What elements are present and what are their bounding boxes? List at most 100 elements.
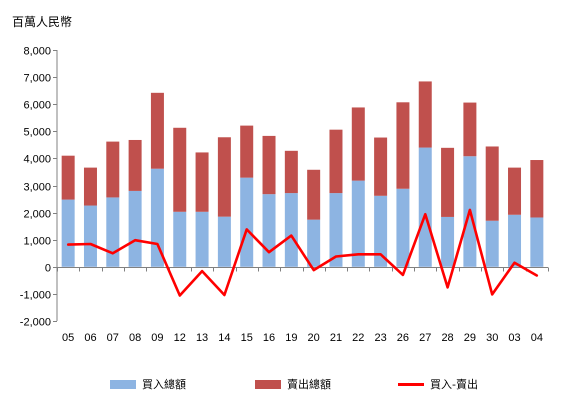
bar-sell — [195, 152, 209, 212]
legend-label-buy: 買入總額 — [142, 378, 186, 391]
net-point — [201, 270, 203, 272]
bar-sell — [530, 160, 544, 218]
x-tick-label: 05 — [62, 332, 74, 344]
net-point — [469, 209, 471, 211]
bar-buy — [329, 193, 343, 267]
bar-buy — [195, 211, 209, 267]
x-tick-label: 08 — [129, 332, 141, 344]
bar-sell — [173, 127, 187, 212]
bar-buy — [284, 193, 298, 267]
bar-buy — [240, 177, 254, 267]
x-tick-label: 09 — [151, 332, 163, 344]
bar-sell — [83, 167, 97, 206]
x-tick-label: 07 — [107, 332, 119, 344]
bar-sell — [240, 125, 254, 178]
legend: 買入總額 賣出總額 買入-賣出 — [0, 376, 563, 396]
legend-swatch-sell — [255, 379, 281, 389]
y-tick-label: 8,000 — [23, 46, 51, 58]
net-point — [446, 286, 449, 289]
bar-sell — [329, 129, 343, 194]
bar-buy — [106, 197, 120, 267]
bar-sell — [307, 169, 321, 220]
legend-swatch-buy — [110, 379, 136, 389]
bar-sell — [441, 147, 455, 217]
y-tick-label: -2,000 — [20, 317, 51, 329]
bar-sell — [262, 135, 276, 195]
y-unit-label: 百萬人民幣 — [12, 15, 73, 29]
bar-sell — [418, 81, 432, 148]
net-point — [402, 274, 404, 276]
bar-sell — [508, 167, 522, 215]
legend-item-net: 買入-賣出 — [398, 376, 478, 392]
net-point — [223, 294, 226, 296]
x-tick-label: 16 — [263, 332, 275, 344]
y-tick-label: -1,000 — [20, 290, 51, 302]
bar-sell — [150, 92, 164, 169]
x-tick-label: 13 — [196, 332, 208, 344]
bar-buy — [396, 188, 410, 267]
net-point — [312, 269, 315, 271]
legend-item-sell: 賣出總額 — [255, 376, 331, 392]
bar-buy — [307, 219, 321, 267]
y-tick-label: 6,000 — [23, 100, 51, 112]
bar-buy — [530, 217, 544, 267]
net-point — [335, 255, 337, 258]
legend-label-net: 買入-賣出 — [430, 378, 478, 391]
y-tick-label: 7,000 — [23, 73, 51, 85]
x-tick-label: 27 — [419, 332, 431, 344]
bar-sell — [284, 150, 298, 194]
net-point — [536, 274, 538, 277]
bar-sell — [128, 139, 142, 191]
net-point — [268, 251, 270, 253]
net-line-path — [66, 208, 539, 297]
bar-sell — [396, 102, 410, 189]
y-tick-label: 0 — [45, 263, 51, 275]
net-point — [89, 243, 92, 245]
net-point — [111, 252, 114, 255]
x-tick-label: 14 — [218, 332, 230, 344]
bar-sell — [106, 141, 120, 198]
legend-label-sell: 賣出總額 — [287, 378, 331, 391]
bar-buy — [61, 199, 75, 267]
bar-buy — [173, 211, 187, 267]
y-tick-label: 3,000 — [23, 182, 51, 194]
x-tick-label: 22 — [352, 332, 364, 344]
x-tick-label: 20 — [308, 332, 320, 344]
net-point — [134, 239, 136, 242]
y-tick-label: 2,000 — [23, 209, 51, 221]
x-tick-label: 23 — [374, 332, 386, 344]
bar-sell — [485, 146, 499, 221]
bar-sell — [463, 102, 477, 157]
bar-buy — [128, 190, 142, 267]
bar-buy — [508, 214, 522, 267]
bar-sell — [61, 155, 75, 200]
net-point — [178, 294, 181, 297]
net-point — [67, 243, 69, 246]
x-tick-label: 19 — [285, 332, 297, 344]
net-point — [290, 234, 293, 237]
legend-swatch-net — [398, 382, 424, 386]
x-tick-label: 04 — [531, 332, 543, 344]
net-point — [156, 243, 159, 245]
bar-buy — [217, 216, 231, 267]
y-tick-label: 4,000 — [23, 154, 51, 166]
net-point — [357, 253, 360, 256]
bar-buy — [418, 147, 432, 267]
bar-buy — [441, 216, 455, 267]
bar-sell — [351, 107, 365, 181]
bar-sell — [374, 137, 388, 196]
x-tick-label: 21 — [330, 332, 342, 344]
y-axis: -2,000 -1,000 0 1,000 2,000 3,000 4,000 5,000 6,… — [20, 46, 58, 329]
bar-sell — [217, 137, 231, 217]
y-tick-label: 5,000 — [23, 127, 51, 139]
net-line — [66, 208, 539, 297]
x-tick-label: 06 — [84, 332, 96, 344]
x-tick-label: 12 — [174, 332, 186, 344]
y-tick-label: 1,000 — [23, 236, 51, 248]
x-tick-label: 15 — [241, 332, 253, 344]
bar-buy — [83, 205, 97, 267]
net-point — [379, 253, 382, 256]
net-point — [424, 213, 427, 216]
bar-buy — [351, 180, 365, 267]
